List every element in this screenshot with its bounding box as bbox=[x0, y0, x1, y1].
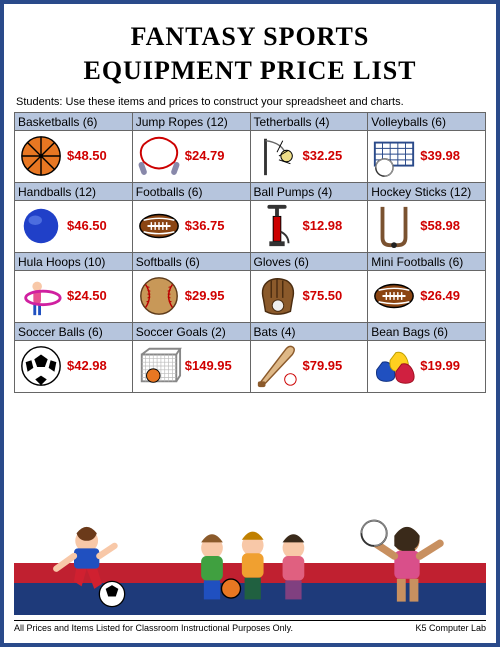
grid-cell: Gloves (6) $75.50 bbox=[250, 252, 368, 322]
item-price: $75.50 bbox=[303, 288, 343, 303]
glove-icon bbox=[253, 272, 301, 320]
item-label: Soccer Balls (6) bbox=[15, 323, 132, 341]
item-price: $19.99 bbox=[420, 358, 460, 373]
grid-cell: Hula Hoops (10) $24.50 bbox=[15, 252, 133, 322]
item-price: $24.79 bbox=[185, 148, 225, 163]
grid-cell: Bats (4) $79.95 bbox=[250, 322, 368, 392]
page-title: FANTASY SPORTS EQUIPMENT PRICE LIST bbox=[14, 20, 486, 88]
softball-icon bbox=[135, 272, 183, 320]
item-label: Footballs (6) bbox=[133, 183, 250, 201]
grid-cell: Soccer Balls (6) $42.98 bbox=[15, 322, 133, 392]
item-price: $24.50 bbox=[67, 288, 107, 303]
item-price: $58.98 bbox=[420, 218, 460, 233]
item-price: $39.98 bbox=[420, 148, 460, 163]
grid-cell: Softballs (6) $29.95 bbox=[132, 252, 250, 322]
grid-cell: Mini Footballs (6) $26.49 bbox=[368, 252, 486, 322]
grid-cell: Jump Ropes (12) $24.79 bbox=[132, 112, 250, 182]
kids-group-icon bbox=[180, 518, 320, 613]
item-price: $42.98 bbox=[67, 358, 107, 373]
item-price: $29.95 bbox=[185, 288, 225, 303]
footer-disclaimer: All Prices and Items Listed for Classroo… bbox=[14, 623, 293, 633]
item-price: $12.98 bbox=[303, 218, 343, 233]
grid-cell: Basketballs (6) $48.50 bbox=[15, 112, 133, 182]
item-label: Jump Ropes (12) bbox=[133, 113, 250, 131]
item-label: Mini Footballs (6) bbox=[368, 253, 485, 271]
basketball-icon bbox=[17, 132, 65, 180]
pump-icon bbox=[253, 202, 301, 250]
jumprope-icon bbox=[135, 132, 183, 180]
item-price: $36.75 bbox=[185, 218, 225, 233]
grid-cell: Soccer Goals (2) $149.95 bbox=[132, 322, 250, 392]
grid-cell: Footballs (6) $36.75 bbox=[132, 182, 250, 252]
item-label: Softballs (6) bbox=[133, 253, 250, 271]
item-label: Tetherballs (4) bbox=[251, 113, 368, 131]
title-line-2: EQUIPMENT PRICE LIST bbox=[83, 56, 416, 85]
grid-cell: Hockey Sticks (12) $58.98 bbox=[368, 182, 486, 252]
footer-illustration bbox=[14, 515, 486, 615]
item-price: $46.50 bbox=[67, 218, 107, 233]
price-list-page: FANTASY SPORTS EQUIPMENT PRICE LIST Stud… bbox=[0, 0, 500, 647]
footer-bar: All Prices and Items Listed for Classroo… bbox=[14, 620, 486, 633]
football-icon bbox=[370, 272, 418, 320]
item-label: Soccer Goals (2) bbox=[133, 323, 250, 341]
hockey-icon bbox=[370, 202, 418, 250]
item-price: $149.95 bbox=[185, 358, 232, 373]
goal-icon bbox=[135, 342, 183, 390]
grid-cell: Bean Bags (6) $19.99 bbox=[368, 322, 486, 392]
beanbags-icon bbox=[370, 342, 418, 390]
item-price: $48.50 bbox=[67, 148, 107, 163]
item-label: Handballs (12) bbox=[15, 183, 132, 201]
footer-credit: K5 Computer Lab bbox=[415, 623, 486, 633]
grid-cell: Handballs (12) $46.50 bbox=[15, 182, 133, 252]
item-label: Bean Bags (6) bbox=[368, 323, 485, 341]
soccer-icon bbox=[17, 342, 65, 390]
grid-cell: Volleyballs (6) $39.98 bbox=[368, 112, 486, 182]
grid-cell: Ball Pumps (4) $12.98 bbox=[250, 182, 368, 252]
item-label: Ball Pumps (4) bbox=[251, 183, 368, 201]
volleyball-kid-icon bbox=[352, 518, 462, 613]
title-line-1: FANTASY SPORTS bbox=[131, 22, 370, 51]
tetherball-icon bbox=[253, 132, 301, 180]
item-label: Basketballs (6) bbox=[15, 113, 132, 131]
item-price: $26.49 bbox=[420, 288, 460, 303]
item-label: Bats (4) bbox=[251, 323, 368, 341]
bat-icon bbox=[253, 342, 301, 390]
item-label: Gloves (6) bbox=[251, 253, 368, 271]
soccer-kid-icon bbox=[38, 518, 148, 613]
football-icon bbox=[135, 202, 183, 250]
item-label: Hula Hoops (10) bbox=[15, 253, 132, 271]
volleyball-net-icon bbox=[370, 132, 418, 180]
price-grid: Basketballs (6) $48.50 Jump Ropes (12) $24.… bbox=[14, 112, 486, 393]
handball-icon bbox=[17, 202, 65, 250]
hulahoop-icon bbox=[17, 272, 65, 320]
item-price: $79.95 bbox=[303, 358, 343, 373]
item-price: $32.25 bbox=[303, 148, 343, 163]
item-label: Hockey Sticks (12) bbox=[368, 183, 485, 201]
instructions-text: Students: Use these items and prices to … bbox=[16, 96, 484, 108]
item-label: Volleyballs (6) bbox=[368, 113, 485, 131]
grid-cell: Tetherballs (4) $32.25 bbox=[250, 112, 368, 182]
